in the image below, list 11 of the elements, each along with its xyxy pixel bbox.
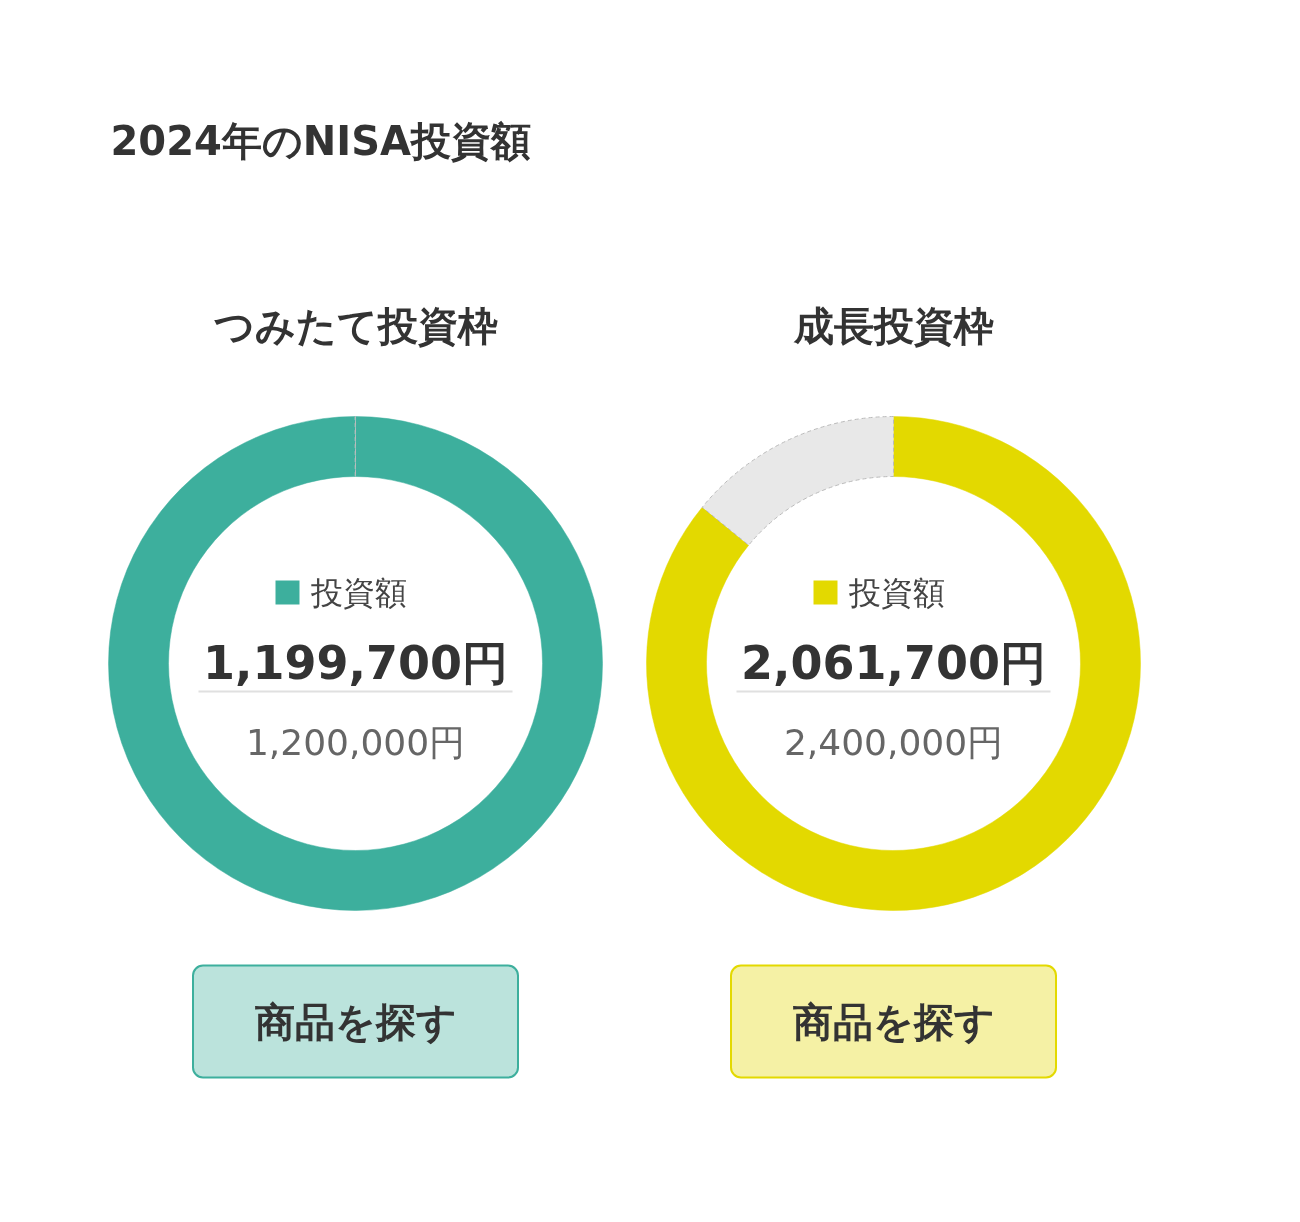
text: 商品を探す: [792, 998, 995, 1045]
text: 1,200,000円: [245, 722, 466, 763]
text: 商品を探す: [254, 998, 457, 1045]
text: 2,400,000円: [783, 722, 1004, 763]
data-label: 1,199,700円: [203, 635, 508, 690]
legend-label: 投資額: [847, 573, 945, 612]
chart-subtitle: つみたて投資枠: [213, 302, 498, 349]
legend-label: 投資額: [309, 573, 407, 612]
data-label: 2,061,700円: [741, 635, 1046, 690]
chart-title: 2024年のNISA投資額: [110, 117, 531, 164]
chart-subtitle: 成長投資枠: [792, 302, 994, 349]
